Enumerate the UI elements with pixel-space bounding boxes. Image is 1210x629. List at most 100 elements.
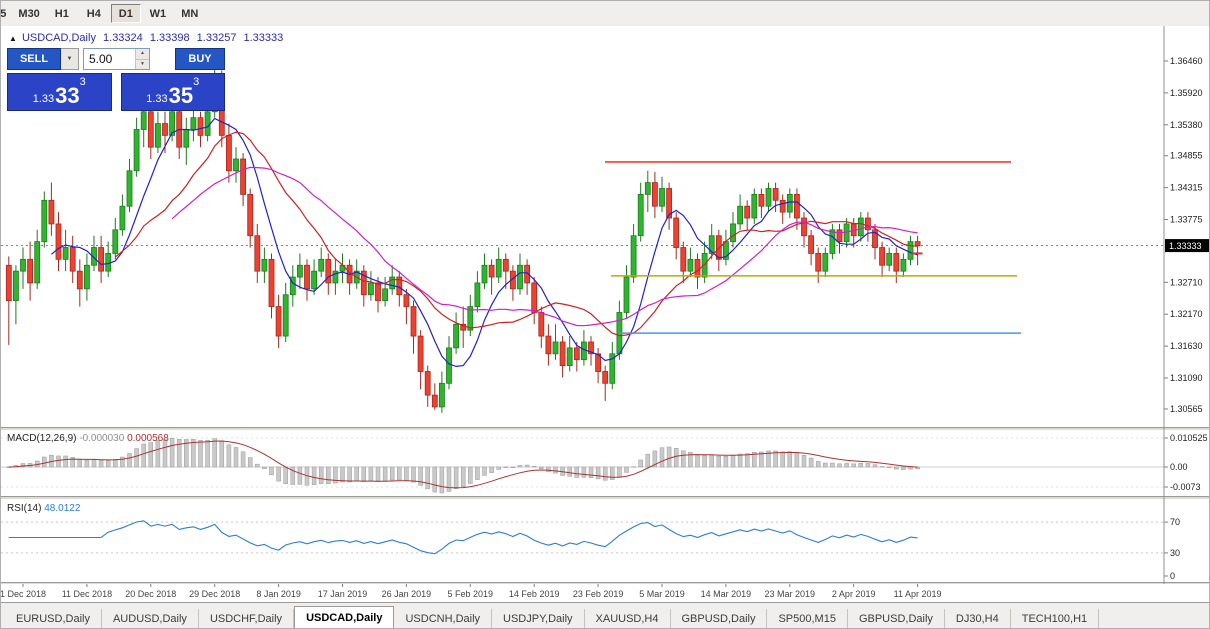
date-axis-label: 11 Apr 2019 — [894, 589, 942, 599]
price-axis-label: 1.32170 — [1170, 309, 1203, 319]
chart-window: MACD(12,26,9) -0.000030 0.000568 0.010525… — [1, 26, 1210, 602]
date-axis-label: 23 Mar 2019 — [765, 589, 816, 599]
sell-button[interactable]: SELL — [7, 48, 61, 70]
buy-button[interactable]: BUY — [175, 48, 225, 70]
macd-axis-label: 0.010525 — [1170, 433, 1208, 443]
chevron-down-icon: ▼ — [66, 56, 73, 62]
chart-tab-sp500-m15[interactable]: SP500,M15 — [767, 609, 848, 628]
date-axis-label: 5 Mar 2019 — [639, 589, 685, 599]
ask-prefix: 1.33 — [146, 93, 168, 105]
ask-big-digits: 35 — [168, 83, 194, 108]
panel-separators — [1, 427, 1209, 584]
rsi-axis-label: 0 — [1170, 571, 1175, 581]
chart-tab-usdcad-daily[interactable]: USDCAD,Daily — [294, 606, 395, 628]
volume-input[interactable] — [84, 49, 135, 69]
date-axis-label: 14 Mar 2019 — [701, 589, 752, 599]
current-price-box: 1.33333 — [1169, 241, 1202, 251]
date-axis-label: 20 Dec 2018 — [125, 589, 176, 599]
ma-16-line — [114, 131, 918, 337]
date-axis-label: 29 Dec 2018 — [189, 589, 240, 599]
price-axis-label: 1.30565 — [1170, 404, 1203, 414]
timeframe-m15[interactable]: M15 — [1, 4, 11, 23]
volume-decrease-button[interactable]: ▼ — [136, 59, 149, 69]
price-axis-label: 1.35920 — [1170, 88, 1203, 98]
bid-prefix: 1.33 — [32, 93, 55, 105]
chart-tab-bar: EURUSD,Daily AUDUSD,Daily USDCHF,Daily USDC… — [1, 602, 1209, 628]
chart-tab-xauusd-h4[interactable]: XAUUSD,H4 — [585, 609, 671, 628]
price-axis-label: 1.31090 — [1170, 373, 1203, 383]
one-click-trade-panel: SELL ▼ ▲ ▼ BUY 1.33333 1.333 — [7, 48, 225, 111]
chart-tab-gbpusd-daily[interactable]: GBPUSD,Daily — [848, 609, 945, 628]
rsi-indicator-label: RSI(14) 48.0122 — [7, 503, 81, 514]
chart-tab-tech100-h1[interactable]: TECH100,H1 — [1011, 609, 1100, 628]
macd-signal-line — [8, 440, 918, 489]
date-axis: 1 Dec 2018 11 Dec 2018 20 Dec 2018 29 Dec 2… — [1, 584, 942, 599]
rsi-axis-label: 70 — [1170, 517, 1180, 527]
date-axis-label: 11 Dec 2018 — [62, 589, 112, 599]
price-axis-label: 1.33775 — [1170, 214, 1203, 224]
ohlc-open-value: 1.33324 — [103, 32, 143, 44]
rsi-panel: RSI(14) 48.0122 70 30 0 — [1, 503, 1180, 581]
candles-layer — [5, 65, 921, 413]
symbol-marker-icon: ▲ — [9, 34, 17, 43]
timeframe-h1[interactable]: H1 — [47, 4, 77, 23]
date-axis-label: 17 Jan 2019 — [318, 589, 368, 599]
price-axis-label: 1.34315 — [1170, 183, 1203, 193]
order-options-dropdown[interactable]: ▼ — [61, 48, 79, 70]
macd-axis-label: -0.0073 — [1170, 482, 1201, 492]
ask-tick-marker — [911, 252, 923, 255]
bid-pip-digit: 3 — [79, 76, 86, 88]
timeframe-mn[interactable]: MN — [175, 4, 205, 23]
chart-tab-audusd-daily[interactable]: AUDUSD,Daily — [102, 609, 199, 628]
quote-row: 1.33 33 3 1.33 35 3 — [7, 73, 225, 111]
ask-quote-button[interactable]: 1.33 35 3 — [120, 73, 225, 111]
price-chart-canvas[interactable]: MACD(12,26,9) -0.000030 0.000568 0.010525… — [1, 26, 1210, 602]
chart-tab-usdchf-daily[interactable]: USDCHF,Daily — [199, 609, 295, 628]
timeframe-d1[interactable]: D1 — [110, 4, 141, 23]
timeframe-m30[interactable]: M30 — [13, 4, 44, 23]
chart-tab-dj30-h4[interactable]: DJ30,H4 — [945, 609, 1011, 628]
ohlc-close-value: 1.33333 — [243, 32, 284, 44]
trend-lines-layer — [605, 161, 1021, 334]
volume-field: ▲ ▼ — [83, 48, 150, 70]
ask-pip-digit: 3 — [193, 76, 200, 88]
price-axis: 1.36460 1.35920 1.35380 1.34855 1.34315 1.337… — [1163, 26, 1209, 584]
rsi-line — [8, 520, 918, 555]
date-axis-label: 1 Dec 2018 — [1, 589, 46, 599]
timeframe-w1[interactable]: W1 — [143, 4, 173, 23]
chart-tab-usdjpy-daily[interactable]: USDJPY,Daily — [492, 609, 585, 628]
moving-averages-layer — [51, 117, 918, 368]
volume-increase-button[interactable]: ▲ — [136, 49, 149, 60]
trade-controls-row: SELL ▼ ▲ ▼ BUY — [7, 48, 225, 70]
marker-layer — [911, 252, 923, 255]
chart-symbol-label: USDCAD,Daily — [21, 32, 96, 44]
price-axis-label: 1.35380 — [1170, 120, 1203, 130]
macd-panel: MACD(12,26,9) -0.000030 0.000568 0.010525… — [1, 433, 1208, 494]
macd-axis-label: 0.00 — [1170, 462, 1188, 472]
volume-spinner: ▲ ▼ — [135, 49, 149, 69]
ohlc-low-value: 1.33257 — [196, 32, 237, 44]
price-axis-label: 1.36460 — [1170, 56, 1203, 66]
date-axis-label: 26 Jan 2019 — [382, 589, 432, 599]
chart-ohlc-line: ▲ USDCAD,Daily 1.33324 1.33398 1.33257 1… — [9, 32, 287, 44]
ohlc-high-value: 1.33398 — [149, 32, 190, 44]
chart-tab-usdcnh-daily[interactable]: USDCNH,Daily — [394, 609, 493, 628]
ma-7-line — [51, 117, 918, 368]
date-axis-label: 5 Feb 2019 — [448, 589, 494, 599]
timeframe-toolbar: M15M30H1H4D1W1MN — [1, 1, 1209, 27]
date-axis-label: 8 Jan 2019 — [256, 589, 301, 599]
bid-big-digits: 33 — [55, 83, 80, 108]
price-axis-label: 1.32710 — [1170, 277, 1203, 287]
ma-24-line — [171, 166, 918, 327]
price-axis-label: 1.31630 — [1170, 341, 1203, 351]
chart-tab-gbpusd-daily[interactable]: GBPUSD,Daily — [671, 609, 768, 628]
rsi-axis-label: 30 — [1170, 548, 1180, 558]
price-axis-label: 1.34855 — [1170, 151, 1203, 161]
macd-indicator-label: MACD(12,26,9) -0.000030 0.000568 — [7, 433, 169, 444]
date-axis-label: 14 Feb 2019 — [509, 589, 560, 599]
chart-tab-eurusd-daily[interactable]: EURUSD,Daily — [5, 609, 102, 628]
date-axis-label: 2 Apr 2019 — [832, 589, 876, 599]
timeframe-h4[interactable]: H4 — [79, 4, 109, 23]
date-axis-label: 23 Feb 2019 — [573, 589, 624, 599]
bid-quote-button[interactable]: 1.33 33 3 — [7, 73, 112, 111]
